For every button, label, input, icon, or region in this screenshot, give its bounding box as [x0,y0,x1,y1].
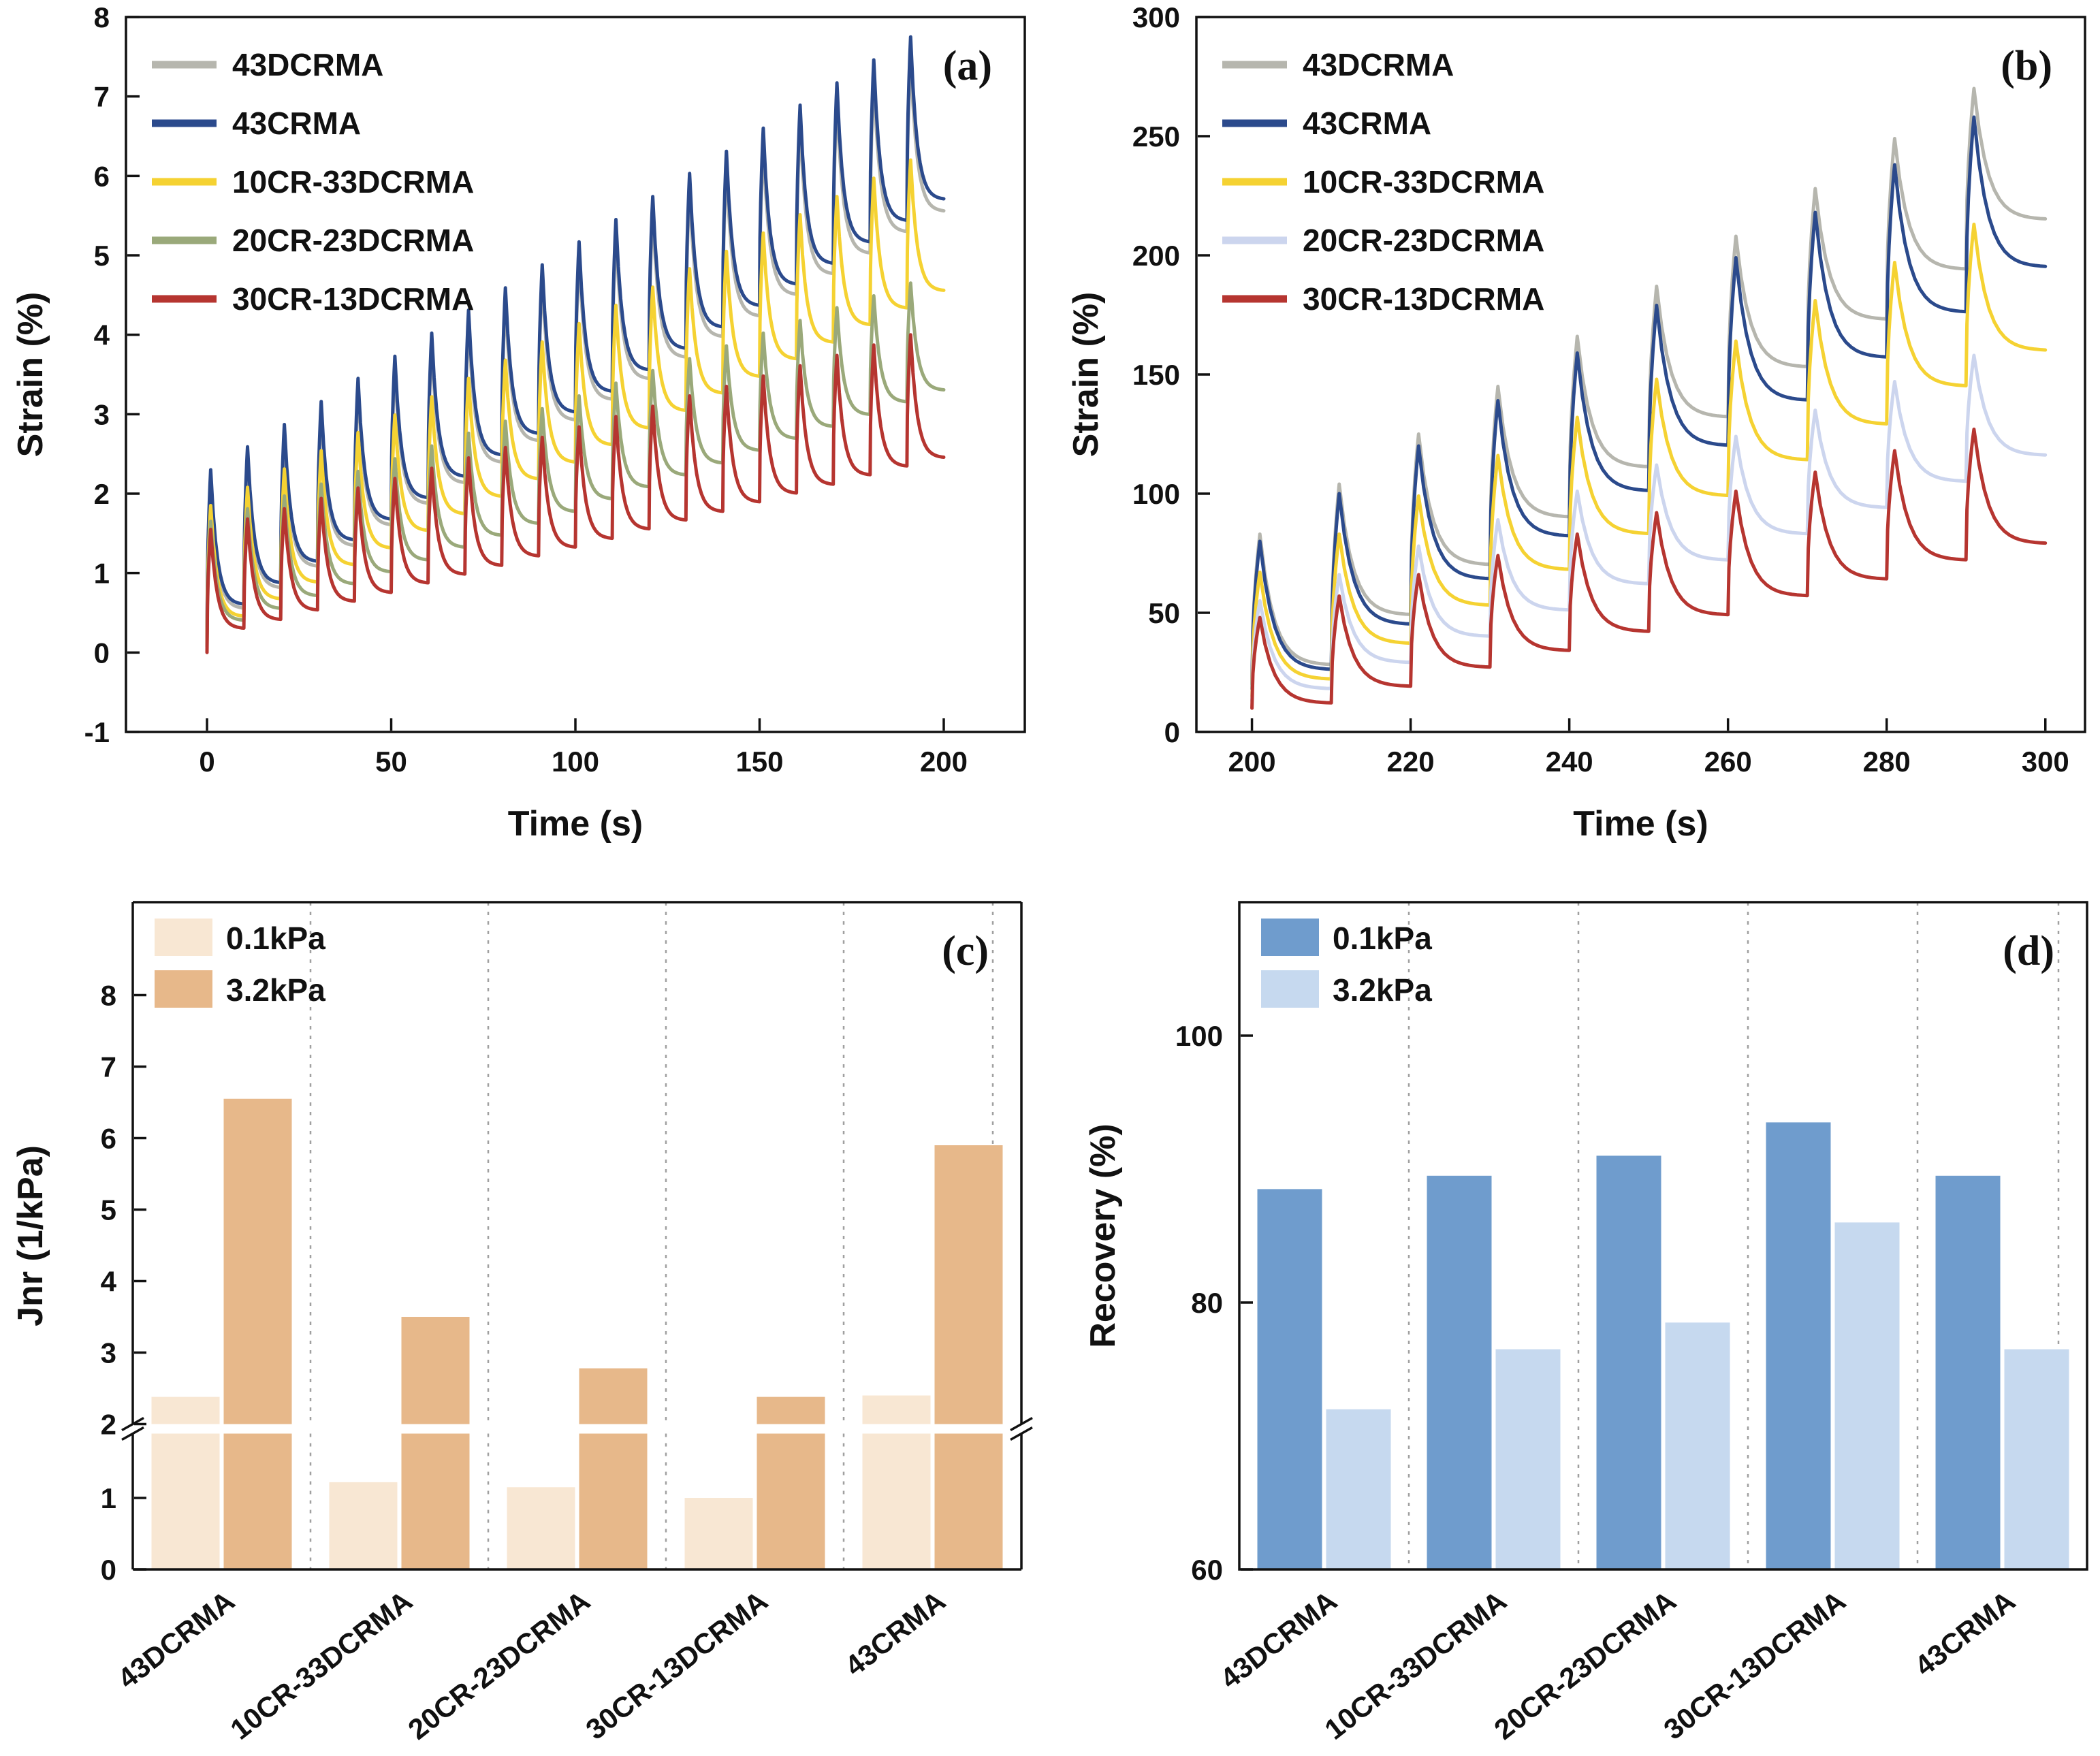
svg-text:30CR-13DCRMA: 30CR-13DCRMA [579,1584,774,1746]
svg-text:200: 200 [1132,240,1180,272]
svg-text:Strain (%): Strain (%) [1066,292,1106,458]
svg-text:2: 2 [101,1409,116,1441]
svg-text:300: 300 [1132,1,1180,33]
svg-text:43DCRMA: 43DCRMA [1214,1584,1343,1695]
svg-text:3: 3 [94,398,110,430]
svg-text:43CRMA: 43CRMA [1303,106,1431,141]
svg-text:7: 7 [94,81,110,113]
svg-text:0: 0 [199,746,214,778]
svg-text:43CRMA: 43CRMA [232,106,361,141]
svg-text:20CR-23DCRMA: 20CR-23DCRMA [232,223,474,258]
svg-text:30CR-13DCRMA: 30CR-13DCRMA [232,281,474,317]
svg-text:(c): (c) [942,928,989,974]
svg-text:43CRMA: 43CRMA [839,1584,951,1682]
svg-text:5: 5 [94,240,110,272]
svg-text:Recovery (%): Recovery (%) [1083,1123,1123,1347]
svg-text:60: 60 [1191,1554,1223,1586]
svg-text:30CR-13DCRMA: 30CR-13DCRMA [1303,281,1544,317]
svg-text:100: 100 [1132,478,1180,510]
svg-text:3: 3 [101,1337,116,1369]
svg-text:50: 50 [375,746,407,778]
svg-text:2: 2 [94,478,110,510]
svg-text:7: 7 [101,1051,116,1083]
svg-text:0.1kPa: 0.1kPa [1333,921,1432,956]
svg-text:6: 6 [94,160,110,192]
svg-text:50: 50 [1148,597,1180,629]
svg-text:6: 6 [101,1123,116,1155]
svg-text:200: 200 [1228,746,1276,778]
svg-text:3.2kPa: 3.2kPa [226,972,325,1008]
svg-text:8: 8 [101,980,116,1012]
svg-text:220: 220 [1387,746,1435,778]
svg-text:0: 0 [101,1554,116,1586]
svg-text:Time (s): Time (s) [1573,804,1708,844]
svg-text:8: 8 [94,1,110,33]
chart-d-recovery-bar-chart: 43DCRMA10CR-33DCRMA20CR-23DCRMA30CR-13DC… [1050,878,2100,1756]
chart-a-creep-strain-0-200s: 0 50 100 150 200 -1 0 1 2 3 4 5 6 7 8 Time (s) Strain (%… [0,0,1050,878]
svg-text:260: 260 [1704,746,1752,778]
svg-text:10CR-33DCRMA: 10CR-33DCRMA [232,164,474,199]
svg-text:20CR-23DCRMA: 20CR-23DCRMA [1303,223,1544,258]
svg-text:43CRMA: 43CRMA [1909,1584,2021,1682]
svg-text:0: 0 [1164,716,1180,748]
svg-text:4: 4 [94,319,110,351]
svg-text:43DCRMA: 43DCRMA [112,1584,240,1695]
svg-text:150: 150 [735,746,783,778]
svg-text:1: 1 [101,1482,116,1514]
svg-text:80: 80 [1191,1287,1223,1319]
svg-text:(b): (b) [2001,43,2052,89]
svg-text:150: 150 [1132,359,1180,391]
svg-text:300: 300 [2022,746,2069,778]
svg-text:20CR-23DCRMA: 20CR-23DCRMA [1488,1584,1682,1746]
svg-text:10CR-33DCRMA: 10CR-33DCRMA [224,1584,418,1746]
svg-text:Strain (%): Strain (%) [11,292,50,458]
svg-text:250: 250 [1132,121,1180,153]
svg-text:10CR-33DCRMA: 10CR-33DCRMA [1318,1584,1512,1746]
svg-text:0: 0 [94,637,110,669]
chart-c-jnr-bar-chart: 43DCRMA10CR-33DCRMA20CR-23DCRMA30CR-13DC… [0,878,1050,1756]
svg-text:20CR-23DCRMA: 20CR-23DCRMA [402,1584,596,1746]
svg-text:100: 100 [552,746,599,778]
chart-b-creep-strain-200-300s: 200 220 240 260 280 300 0 50 100 150 200 250 300 Time… [1050,0,2100,878]
svg-text:5: 5 [101,1194,116,1226]
svg-text:Time (s): Time (s) [508,804,643,844]
svg-text:4: 4 [101,1266,117,1298]
svg-text:3.2kPa: 3.2kPa [1333,972,1432,1008]
svg-text:280: 280 [1863,746,1911,778]
svg-text:200: 200 [920,746,968,778]
svg-text:43DCRMA: 43DCRMA [1303,47,1454,82]
svg-text:100: 100 [1175,1020,1223,1052]
svg-text:(d): (d) [2003,928,2054,974]
svg-text:0.1kPa: 0.1kPa [226,921,325,956]
svg-text:-1: -1 [84,716,110,748]
svg-text:43DCRMA: 43DCRMA [232,47,383,82]
svg-text:10CR-33DCRMA: 10CR-33DCRMA [1303,164,1544,199]
svg-text:Jnr (1/kPa): Jnr (1/kPa) [11,1145,50,1326]
svg-text:30CR-13DCRMA: 30CR-13DCRMA [1657,1584,1851,1746]
svg-text:240: 240 [1546,746,1593,778]
svg-text:1: 1 [94,558,110,590]
svg-text:(a): (a) [943,43,992,89]
